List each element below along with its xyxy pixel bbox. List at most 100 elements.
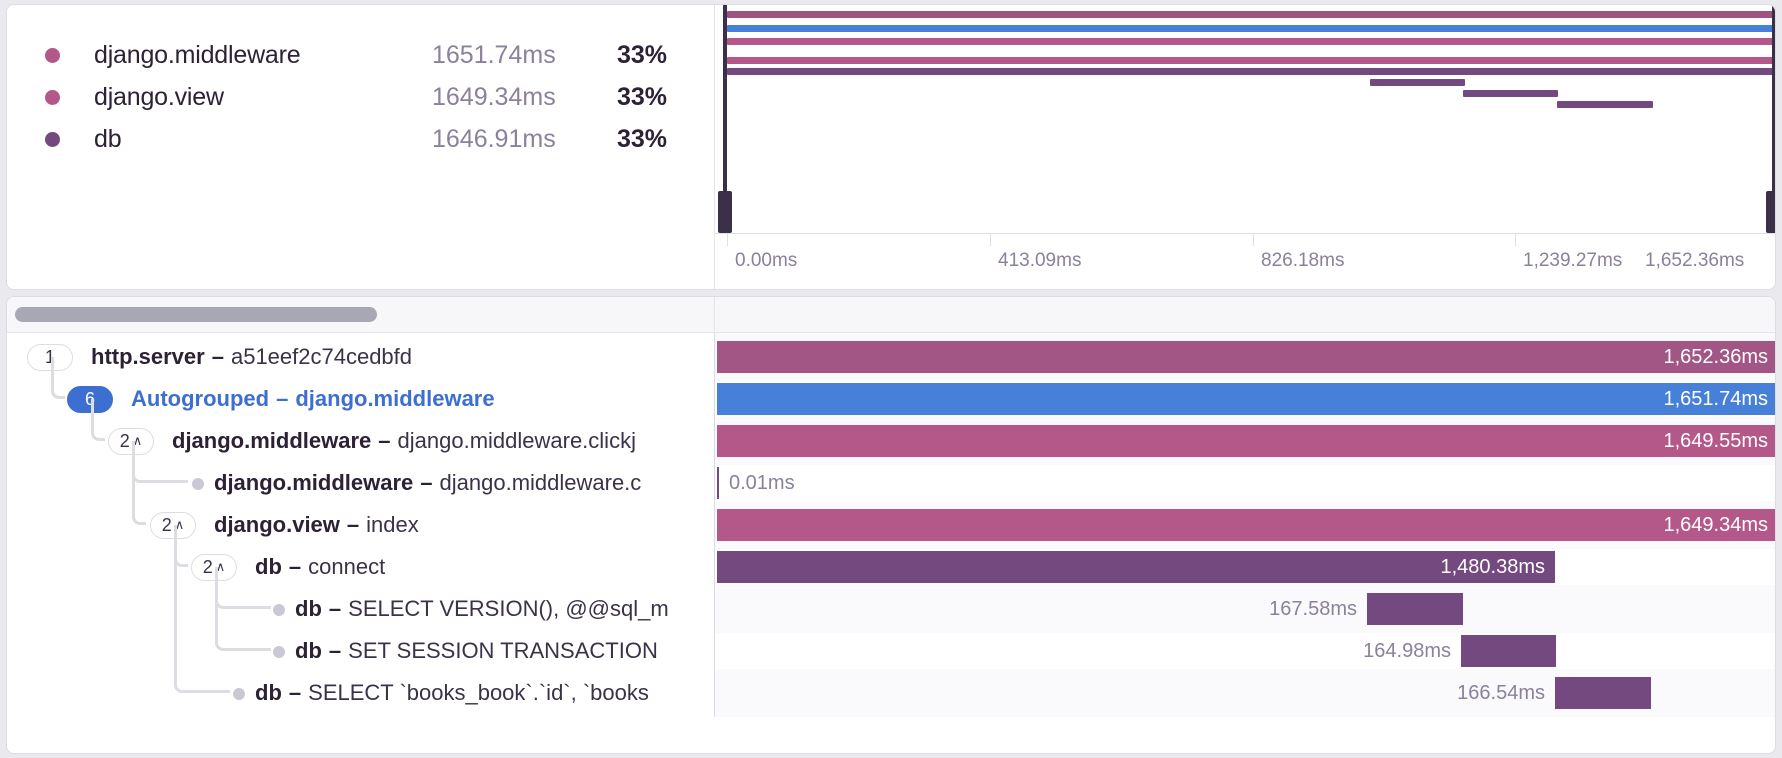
span-separator: – (276, 386, 289, 411)
legend-color-dot (45, 89, 60, 105)
table-row[interactable]: 6 Autogrouped – django.middleware 1,651.74ms (7, 375, 1775, 423)
span-duration-bar[interactable] (1367, 593, 1463, 625)
span-duration-label: 167.58ms (1269, 597, 1357, 620)
tree-connector (91, 399, 105, 441)
span-operation: db (295, 638, 322, 663)
legend-op-name: django.view (94, 82, 224, 111)
span-tree-cell[interactable]: db – SELECT VERSION(), @@sql_m (7, 585, 714, 633)
axis-tick-label: 0.00ms (735, 250, 798, 271)
span-tree-cell[interactable]: 2 ∧ django.view – index (7, 501, 714, 549)
legend-row[interactable]: django.view 1649.34ms 33% (7, 73, 714, 121)
span-duration-cell[interactable]: 167.58ms (714, 585, 1775, 633)
panel-divider (714, 297, 715, 333)
legend-row[interactable]: db 1646.91ms 33% (7, 115, 714, 163)
span-duration-bar[interactable] (717, 467, 719, 499)
span-duration-bar[interactable] (1555, 677, 1651, 709)
table-row[interactable]: 2 ∧ db – connect 1,480.38ms (7, 543, 1775, 591)
table-row[interactable]: 2 ∧ django.view – index 1,649.34ms (7, 501, 1775, 549)
span-label: Autogrouped – django.middleware (131, 375, 495, 423)
trace-minimap[interactable]: 0.00ms 413.09ms 826.18ms 1,239.27ms 1,652.36… (714, 5, 1775, 289)
span-rows: 1 http.server – a51eef2c74cedbfd 1,652.36ms 6… (7, 333, 1775, 753)
span-label: db – connect (255, 543, 385, 591)
span-duration-cell[interactable]: 1,649.55ms (714, 417, 1775, 465)
span-separator: – (378, 428, 391, 453)
span-duration-cell[interactable]: 0.01ms (714, 459, 1775, 507)
table-row[interactable]: django.middleware – django.middleware.c 0.0… (7, 459, 1775, 507)
minimap-span-bar (1557, 101, 1653, 108)
minimap-window-right-edge[interactable] (1772, 5, 1775, 233)
minimap-track[interactable] (715, 5, 1775, 233)
span-description: SELECT VERSION(), @@sql_m (348, 596, 669, 621)
span-tree-cell[interactable]: 2 ∧ django.middleware – django.middleware.cl… (7, 417, 714, 465)
span-tree-cell[interactable]: db – SET SESSION TRANSACTION (7, 627, 714, 675)
span-duration-bar[interactable] (1461, 635, 1556, 667)
leaf-node-dot (233, 688, 245, 700)
span-description: django.middleware.c (439, 470, 642, 495)
scrollbar-thumb[interactable] (15, 307, 377, 322)
axis-tick-label: 1,652.36ms (1645, 250, 1745, 271)
chevron-up-icon: ∧ (215, 559, 226, 574)
span-duration-label: 1,649.34ms (1663, 513, 1768, 536)
span-description: connect (308, 554, 386, 579)
span-child-count-badge[interactable]: 6 (67, 386, 113, 413)
span-duration-bar[interactable] (717, 509, 1775, 541)
minimap-span-bar (727, 38, 1775, 45)
span-label: django.middleware – django.middleware.c (214, 459, 641, 507)
minimap-handle-right[interactable] (1766, 191, 1775, 233)
table-row[interactable]: 2 ∧ django.middleware – django.middleware.cl… (7, 417, 1775, 465)
span-duration-cell[interactable]: 1,649.34ms (714, 501, 1775, 549)
span-tree-cell[interactable]: 6 Autogrouped – django.middleware (7, 375, 714, 423)
span-separator: – (420, 470, 433, 495)
legend-op-name: django.middleware (94, 40, 301, 69)
span-duration-cell[interactable]: 1,651.74ms (714, 375, 1775, 423)
leaf-node-dot (192, 478, 204, 490)
span-label: db – SELECT `books_book`.`id`, `books (255, 669, 649, 717)
span-operation: django.middleware (172, 428, 372, 453)
legend-percent: 33% (617, 82, 668, 111)
span-child-count-badge[interactable]: 2 ∧ (108, 428, 154, 455)
minimap-time-axis: 0.00ms 413.09ms 826.18ms 1,239.27ms 1,652.36… (715, 233, 1775, 289)
span-label: db – SELECT VERSION(), @@sql_m (295, 585, 669, 633)
minimap-span-bar (727, 25, 1775, 32)
chevron-up-icon: ∧ (132, 433, 143, 448)
leaf-node-dot (273, 646, 285, 658)
span-duration-label: 1,480.38ms (1440, 555, 1545, 578)
span-child-count-badge[interactable]: 2 ∧ (150, 512, 196, 539)
span-child-count-badge[interactable]: 1 (27, 344, 73, 371)
span-duration-cell[interactable]: 164.98ms (714, 627, 1775, 675)
span-child-count-badge[interactable]: 2 ∧ (191, 554, 237, 581)
span-duration-cell[interactable]: 1,652.36ms (714, 333, 1775, 381)
span-duration-cell[interactable]: 166.54ms (714, 669, 1775, 717)
span-tree-cell[interactable]: 1 http.server – a51eef2c74cedbfd (7, 333, 714, 381)
span-tree-cell[interactable]: 2 ∧ db – connect (7, 543, 714, 591)
table-row[interactable]: db – SET SESSION TRANSACTION 164.98ms (7, 627, 1775, 675)
badge-count: 2 (161, 515, 172, 535)
span-duration-bar[interactable] (717, 425, 1775, 457)
span-duration-bar[interactable] (717, 551, 1555, 583)
badge-count: 2 (202, 557, 213, 577)
span-separator: – (346, 512, 360, 537)
table-row[interactable]: db – SELECT `books_book`.`id`, `books 166.5… (7, 669, 1775, 717)
span-description: SELECT `books_book`.`id`, `books (308, 680, 649, 705)
minimap-window-left-edge[interactable] (723, 5, 727, 233)
legend-percent: 33% (617, 40, 668, 69)
span-separator: – (328, 638, 342, 663)
tree-connector (215, 567, 271, 651)
minimap-span-bar (727, 68, 1775, 75)
span-tree-cell[interactable]: db – SELECT `books_book`.`id`, `books (7, 669, 714, 717)
minimap-handle-left[interactable] (718, 191, 732, 233)
tree-connector (174, 525, 230, 693)
legend-duration: 1649.34ms (432, 82, 556, 111)
minimap-span-bar (1463, 90, 1558, 97)
table-row[interactable]: db – SELECT VERSION(), @@sql_m 167.58ms (7, 585, 1775, 633)
span-duration-cell[interactable]: 1,480.38ms (714, 543, 1775, 591)
span-tree-cell[interactable]: django.middleware – django.middleware.c (7, 459, 714, 507)
span-duration-bar[interactable] (717, 383, 1775, 415)
table-row[interactable]: 1 http.server – a51eef2c74cedbfd 1,652.36ms (7, 333, 1775, 381)
span-label: db – SET SESSION TRANSACTION (295, 627, 658, 675)
legend-row[interactable]: django.middleware 1651.74ms 33% (7, 31, 714, 79)
span-duration-bar[interactable] (717, 341, 1775, 373)
span-description: a51eef2c74cedbfd (230, 344, 413, 369)
horizontal-scrollbar[interactable] (7, 297, 1775, 333)
